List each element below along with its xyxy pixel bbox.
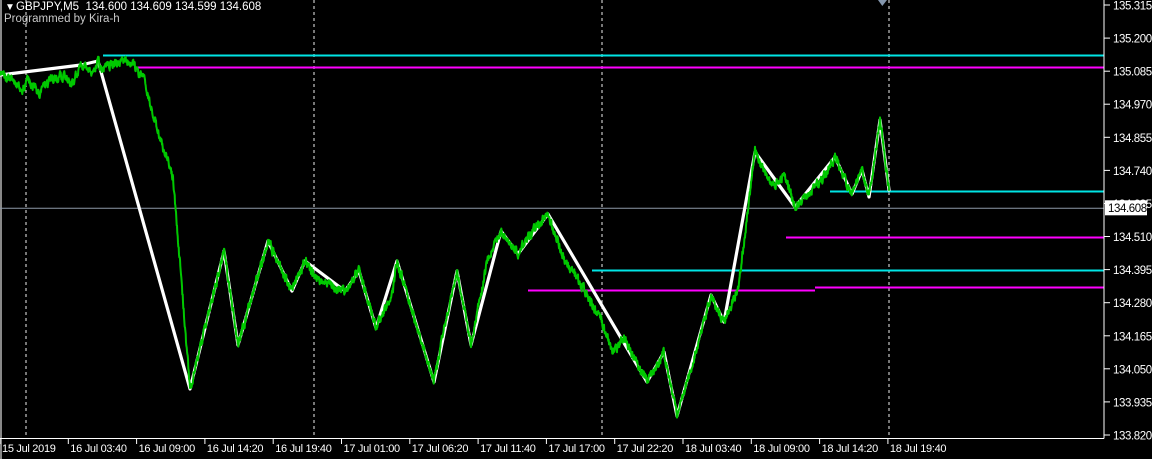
svg-text:18 Jul 09:00: 18 Jul 09:00 <box>753 443 810 455</box>
svg-text:135.085: 135.085 <box>1113 67 1152 79</box>
svg-text:16 Jul 14:20: 16 Jul 14:20 <box>207 443 264 455</box>
svg-text:Programmed by Kira-h: Programmed by Kira-h <box>4 13 120 25</box>
svg-text:134.740: 134.740 <box>1113 166 1152 178</box>
svg-text:16 Jul 09:00: 16 Jul 09:00 <box>139 443 196 455</box>
svg-text:17 Jul 22:20: 17 Jul 22:20 <box>617 443 674 455</box>
svg-text:134.395: 134.395 <box>1113 265 1152 277</box>
svg-text:134.050: 134.050 <box>1113 364 1152 376</box>
svg-text:17 Jul 11:40: 17 Jul 11:40 <box>480 443 536 455</box>
svg-text:135.200: 135.200 <box>1113 34 1152 46</box>
svg-text:17 Jul 06:20: 17 Jul 06:20 <box>412 443 469 455</box>
svg-text:18 Jul 03:40: 18 Jul 03:40 <box>685 443 742 455</box>
svg-text:134.510: 134.510 <box>1113 232 1152 244</box>
svg-text:16 Jul 03:40: 16 Jul 03:40 <box>70 443 127 455</box>
svg-text:18 Jul 19:40: 18 Jul 19:40 <box>890 443 947 455</box>
svg-text:134.970: 134.970 <box>1113 100 1152 112</box>
svg-text:17 Jul 01:00: 17 Jul 01:00 <box>344 443 401 455</box>
svg-text:134.280: 134.280 <box>1113 298 1152 310</box>
svg-text:135.315: 135.315 <box>1113 1 1152 13</box>
svg-text:16 Jul 19:40: 16 Jul 19:40 <box>275 443 332 455</box>
svg-text:134.608: 134.608 <box>1108 203 1147 215</box>
svg-text:133.935: 133.935 <box>1113 397 1152 409</box>
svg-text:134.165: 134.165 <box>1113 331 1152 343</box>
svg-text:133.820: 133.820 <box>1113 431 1152 443</box>
svg-text:134.855: 134.855 <box>1113 133 1152 145</box>
svg-text:15 Jul 2019: 15 Jul 2019 <box>2 443 56 455</box>
svg-text:GBPJPY,M5 134.600 134.609 134: GBPJPY,M5 134.600 134.609 134.599 134.60… <box>16 1 261 13</box>
svg-text:17 Jul 17:00: 17 Jul 17:00 <box>548 443 605 455</box>
svg-text:▼: ▼ <box>5 2 15 13</box>
svg-text:18 Jul 14:20: 18 Jul 14:20 <box>822 443 879 455</box>
